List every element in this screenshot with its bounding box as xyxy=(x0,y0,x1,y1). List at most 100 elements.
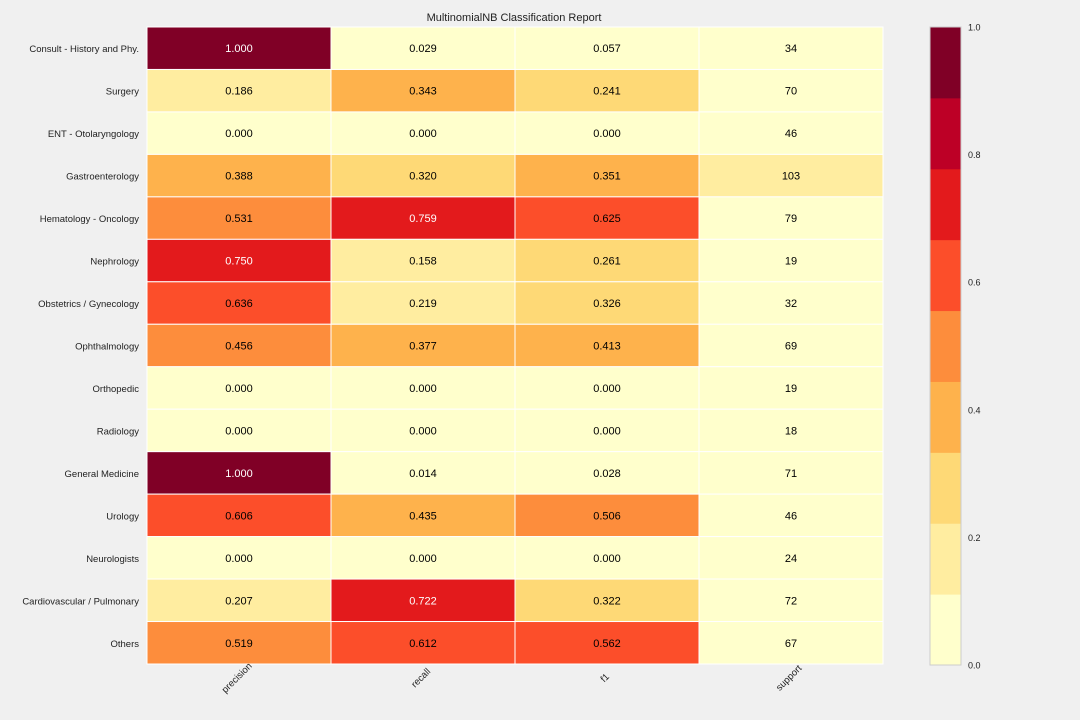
cell-value-label: 0.750 xyxy=(225,256,253,268)
heatmap-cell-obstetrics-gynecology-recall xyxy=(330,281,516,325)
colorbar-tick-label: 0.6 xyxy=(968,278,981,288)
row-label-orthopedic: Orthopedic xyxy=(93,384,140,395)
heatmap-cell-neurologists-precision xyxy=(146,536,332,580)
heatmap-cell-general-medicine-precision xyxy=(146,451,332,495)
heatmap-cell-nephrology-recall xyxy=(330,238,516,283)
chart-title: MultinomialNB Classification Report xyxy=(427,12,602,24)
heatmap-cell-others-f1 xyxy=(514,621,700,665)
cell-value-label: 0.000 xyxy=(409,553,437,565)
colorbar: 0.0 0.2 0.4 0.6 0.8 1.0 xyxy=(929,23,981,671)
cell-value-label: 0.625 xyxy=(593,213,621,225)
heatmap-cell-urology-support xyxy=(698,493,884,538)
cell-value-label: 0.000 xyxy=(593,383,621,395)
colorbar-tick-label: 0.2 xyxy=(968,533,981,543)
cell-value-label: 0.562 xyxy=(593,638,621,650)
colorbar-segment xyxy=(930,452,961,524)
cell-value-label: 0.759 xyxy=(409,213,437,225)
cell-value-label: 0.000 xyxy=(593,553,621,565)
heatmap-cell-others-recall xyxy=(330,621,516,665)
heatmap-cell-consult-history-and-phy-recall xyxy=(330,26,516,70)
cell-value-label: 46 xyxy=(785,510,797,522)
cell-value-label: 0.519 xyxy=(225,638,253,650)
heatmap-cell-cardiovascular-pulmonary-f1 xyxy=(514,578,700,623)
heatmap-cell-radiology-f1 xyxy=(514,408,700,453)
cell-value-label: 19 xyxy=(785,383,797,395)
heatmap-cell-nephrology-support xyxy=(698,238,884,283)
heatmap-cell-nephrology-precision xyxy=(146,238,332,283)
column-label-support: support xyxy=(774,663,804,693)
row-label-urology: Urology xyxy=(106,511,139,522)
cell-value-label: 0.606 xyxy=(225,510,253,522)
cell-value-label: 0.057 xyxy=(593,43,621,55)
colorbar-tick-label: 0.4 xyxy=(968,405,981,415)
cell-value-label: 0.456 xyxy=(225,341,253,353)
colorbar-segment xyxy=(930,239,961,312)
heatmap-cell-gastroenterology-precision xyxy=(146,153,332,198)
heatmap-cell-orthopedic-support xyxy=(698,366,884,410)
heatmap-cell-radiology-precision xyxy=(146,408,332,453)
cell-value-label: 0.028 xyxy=(593,468,621,480)
cell-value-label: 0.000 xyxy=(409,128,437,140)
cell-value-label: 70 xyxy=(785,86,797,98)
heatmap-cell-orthopedic-recall xyxy=(330,366,516,410)
cell-value-label: 0.000 xyxy=(225,128,253,140)
heatmap-cell-obstetrics-gynecology-support xyxy=(698,281,884,325)
heatmap-cell-ophthalmology-support xyxy=(698,323,884,368)
heatmap-cell-orthopedic-f1 xyxy=(514,366,700,410)
row-label-ophthalmology: Ophthalmology xyxy=(75,342,139,353)
cell-value-label: 0.207 xyxy=(225,595,253,607)
row-label-neurologists: Neurologists xyxy=(86,554,139,565)
row-label-obstetrics-gynecology: Obstetrics / Gynecology xyxy=(38,299,139,310)
cell-value-label: 0.413 xyxy=(593,341,621,353)
row-label-general-medicine: General Medicine xyxy=(65,469,139,480)
row-labels: Consult - History and Phy. Surgery ENT - O… xyxy=(22,44,139,650)
cell-value-label: 0.320 xyxy=(409,171,437,183)
heatmap-cell-urology-recall xyxy=(330,493,516,538)
colorbar-segment xyxy=(930,168,961,241)
cell-value-label: 0.636 xyxy=(225,298,253,310)
cell-value-label: 103 xyxy=(782,171,800,183)
heatmap-cell-gastroenterology-f1 xyxy=(514,153,700,198)
row-label-ent-otolaryngology: ENT - Otolaryngology xyxy=(48,129,139,140)
heatmap-cell-neurologists-recall xyxy=(330,536,516,580)
cell-value-label: 0.351 xyxy=(593,171,621,183)
colorbar-tick-label: 0.8 xyxy=(968,150,981,160)
heatmap-cell-urology-precision xyxy=(146,493,332,538)
cell-value-label: 34 xyxy=(785,43,797,55)
heatmap-cell-surgery-f1 xyxy=(514,68,700,113)
heatmap-cell-others-support xyxy=(698,621,884,665)
cell-value-label: 0.343 xyxy=(409,86,437,98)
heatmap-cell-ent-otolaryngology-precision xyxy=(146,111,332,155)
colorbar-segment xyxy=(930,310,961,382)
cell-value-label: 69 xyxy=(785,341,797,353)
heatmap-cell-obstetrics-gynecology-f1 xyxy=(514,281,700,325)
column-label-recall: recall xyxy=(409,666,433,690)
cell-value-label: 32 xyxy=(785,298,797,310)
column-label-precision: precision xyxy=(220,661,255,696)
colorbar-tick-label: 0.0 xyxy=(968,661,981,671)
cell-value-label: 0.326 xyxy=(593,298,621,310)
cell-value-label: 71 xyxy=(785,468,797,480)
cell-value-label: 0.014 xyxy=(409,468,437,480)
cell-value-label: 1.000 xyxy=(225,43,253,55)
cell-value-label: 0.612 xyxy=(409,638,437,650)
heatmap-cell-hematology-oncology-support xyxy=(698,196,884,240)
cell-value-label: 0.000 xyxy=(225,383,253,395)
row-label-others: Others xyxy=(110,639,139,650)
cell-value-label: 19 xyxy=(785,256,797,268)
heatmap-cell-hematology-oncology-recall xyxy=(330,196,516,240)
cell-value-label: 0.000 xyxy=(225,553,253,565)
cell-value-label: 79 xyxy=(785,213,797,225)
heatmap-cell-radiology-recall xyxy=(330,408,516,453)
column-labels: precision recall f1 support xyxy=(220,661,805,696)
row-label-radiology: Radiology xyxy=(97,426,139,437)
heatmap-cell-cardiovascular-pulmonary-recall xyxy=(330,578,516,623)
heatmap-cell-neurologists-support xyxy=(698,536,884,580)
cell-value-label: 1.000 xyxy=(225,468,253,480)
cell-value-label: 0.029 xyxy=(409,43,437,55)
colorbar-segment xyxy=(930,97,961,170)
heatmap-cell-ophthalmology-recall xyxy=(330,323,516,368)
heatmap-cell-urology-f1 xyxy=(514,493,700,538)
heatmap-cell-consult-history-and-phy-f1 xyxy=(514,26,700,70)
cell-value-label: 0.186 xyxy=(225,86,253,98)
